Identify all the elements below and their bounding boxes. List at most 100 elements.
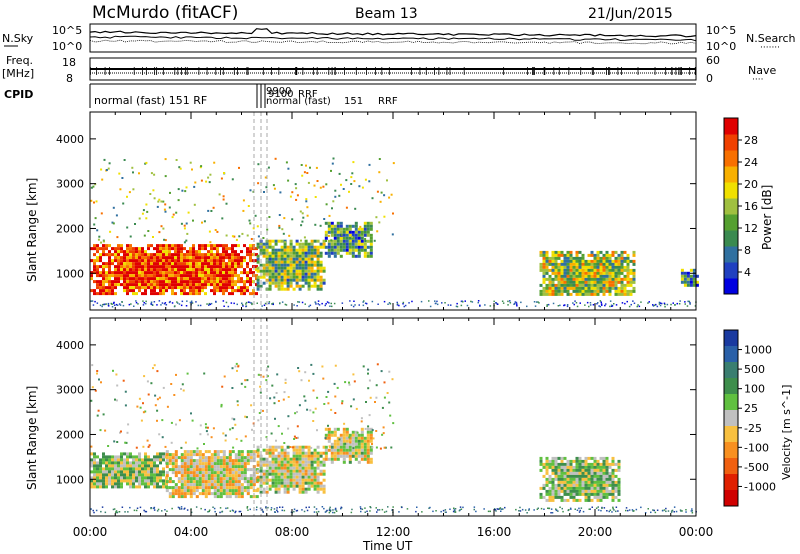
y-tick-label: 1000 [56, 267, 84, 280]
colorbar-swatch [724, 442, 738, 459]
noise-trace [89, 39, 697, 45]
velocity-ylabel: Slant Range [km] [25, 386, 39, 490]
y-tick-label: 4000 [56, 133, 84, 146]
colorbar-swatch [724, 458, 738, 475]
cpid-label-c: RRF [298, 89, 318, 100]
freq-label: Freq. [6, 54, 33, 67]
nave-top: 60 [706, 54, 720, 67]
power-colorbar [723, 117, 739, 295]
cpid-label-f: RRF [378, 96, 398, 107]
colorbar-tick-label: 25 [744, 402, 758, 415]
noise-strip-frame [89, 23, 697, 53]
noise-right-top: 10^5 [706, 24, 736, 37]
colorbar-tick-label: 24 [744, 156, 758, 169]
y-tick-label: 1000 [56, 473, 84, 486]
x-tick-label: 04:00 [174, 525, 209, 539]
power-heatmap [90, 157, 699, 308]
colorbar-swatch [724, 378, 738, 395]
x-axis-label: Time UT [362, 539, 413, 553]
cpid-label-d: normal (fast) [266, 96, 331, 107]
power-colorbar-label: Power [dB] [760, 185, 774, 250]
freq-unit: [MHz] [2, 67, 34, 80]
cpid-label: CPID [4, 88, 33, 101]
noise-right-bottom: 10^0 [706, 40, 736, 53]
nsky-label: N.Sky [2, 32, 34, 45]
cpid-main: normal (fast) 151 RF [94, 94, 207, 107]
date-label: 21/Jun/2015 [588, 6, 673, 22]
colorbar-swatch [724, 330, 738, 347]
colorbar-swatch [724, 410, 738, 427]
colorbar-tick-label: 16 [744, 200, 758, 213]
colorbar-tick-label: 500 [744, 363, 765, 376]
colorbar-tick-label: -25 [744, 422, 762, 435]
colorbar-swatch [724, 346, 738, 363]
power-y-ticks: 1000 2000 3000 4000 [56, 133, 696, 280]
nsky-trace [89, 28, 697, 38]
noise-strip-lines [89, 28, 697, 45]
x-tick-label: 00:00 [73, 525, 108, 539]
colorbar-swatch [724, 134, 738, 151]
nave-dots: ···· [752, 75, 763, 85]
colorbar-swatch [724, 490, 738, 507]
colorbar-tick-label: -500 [744, 461, 769, 474]
colorbar-swatch [724, 150, 738, 167]
power-dashes [253, 112, 268, 310]
colorbar-swatch [724, 262, 738, 279]
cpid-label-e: 151 [344, 96, 363, 107]
nsearch-dots: ······· [760, 43, 780, 53]
colorbar-tick-label: 28 [744, 134, 758, 147]
velocity-x-ticks [89, 318, 697, 516]
cpid-label-a: 9900 [266, 86, 291, 97]
noise-left-top: 10^5 [52, 24, 82, 37]
velocity-colorbar [723, 329, 739, 507]
radar-title: McMurdo (fitACF) [92, 3, 238, 23]
colorbar-swatch [724, 278, 738, 295]
y-tick-label: 2000 [56, 222, 84, 235]
x-tick-label: 00:00 [679, 525, 714, 539]
colorbar-tick-label: -100 [744, 441, 769, 454]
velocity-colorbar-label: Velocity [m s^-1] [780, 385, 793, 480]
nsearch-label: N.Search [746, 32, 796, 45]
colorbar-swatch [724, 474, 738, 491]
beam-label: Beam 13 [355, 6, 418, 22]
x-tick-label: 12:00 [376, 525, 411, 539]
colorbar-tick-label: 20 [744, 178, 758, 191]
x-tick-label: 16:00 [477, 525, 512, 539]
freq-strip-lines [90, 67, 696, 75]
colorbar-tick-label: 100 [744, 383, 765, 396]
colorbar-swatch [724, 182, 738, 199]
nave-label: Nave [748, 64, 776, 77]
nave-bottom: 0 [706, 72, 713, 85]
colorbar-swatch [724, 198, 738, 215]
x-tick-labels: 00:00 04:00 08:00 12:00 16:00 20:00 00:00 [73, 525, 714, 539]
cpid-label-b: 9100 [268, 89, 293, 100]
colorbar-swatch [724, 230, 738, 247]
nsearch-trace [89, 35, 697, 42]
velocity-y-ticks: 1000 2000 3000 4000 [56, 339, 696, 486]
velocity-heatmap [90, 362, 697, 514]
x-tick-label: 08:00 [275, 525, 310, 539]
colorbar-swatch [724, 214, 738, 231]
power-ylabel: Slant Range [km] [25, 178, 39, 282]
y-tick-label: 3000 [56, 384, 84, 397]
x-tick-label: 20:00 [578, 525, 613, 539]
y-tick-label: 4000 [56, 339, 84, 352]
freq-top: 18 [62, 56, 76, 69]
colorbar-swatch [724, 118, 738, 135]
colorbar-tick-label: 1000 [744, 344, 772, 357]
velocity-dashes [253, 318, 268, 516]
noise-left-bottom: 10^0 [52, 40, 82, 53]
colorbar-tick-label: 8 [744, 244, 751, 257]
colorbar-swatch [724, 426, 738, 443]
power-colorbar-ticks: 4 8 12 16 20 24 28 [738, 134, 758, 279]
colorbar-swatch [724, 362, 738, 379]
colorbar-swatch [724, 246, 738, 263]
colorbar-tick-label: 12 [744, 222, 758, 235]
colorbar-tick-label: -1000 [744, 480, 776, 493]
colorbar-tick-label: 4 [744, 266, 751, 279]
y-tick-label: 3000 [56, 178, 84, 191]
y-tick-label: 2000 [56, 428, 84, 441]
velocity-colorbar-ticks: 1000 500 100 25 -25 -100 -500 -1000 [738, 344, 776, 493]
colorbar-swatch [724, 166, 738, 183]
colorbar-swatch [724, 394, 738, 411]
